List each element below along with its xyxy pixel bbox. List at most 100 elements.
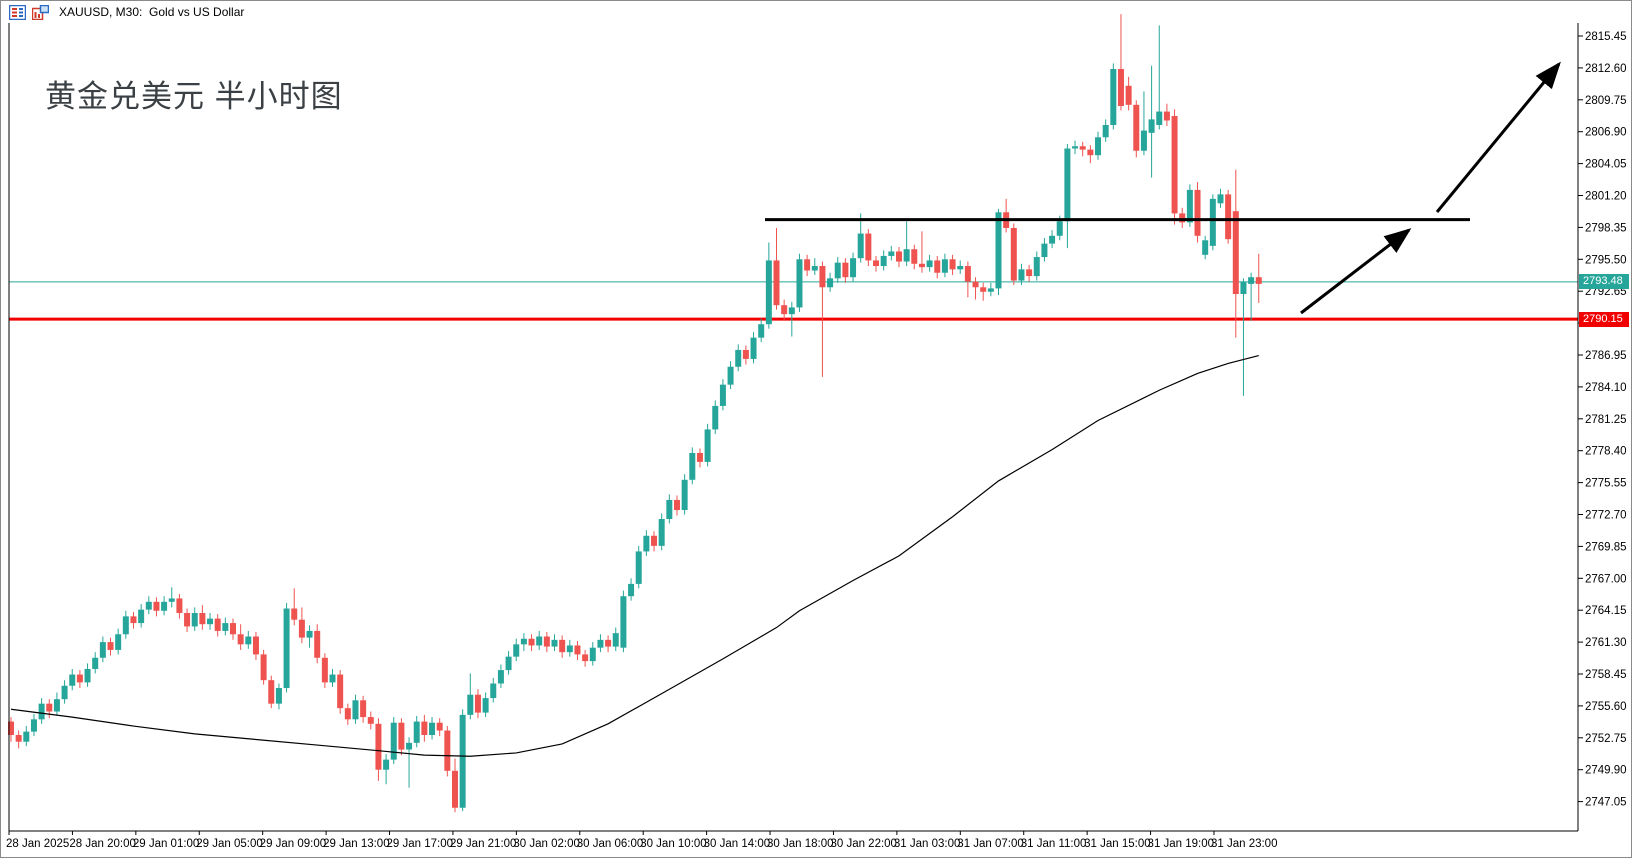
candle-body <box>1140 130 1147 151</box>
candle-body <box>176 598 183 613</box>
candle-body <box>390 722 397 760</box>
candle-body <box>451 770 458 808</box>
y-axis-tick-label: 2747.05 <box>1585 797 1627 809</box>
trend-arrow-large[interactable] <box>1435 61 1561 213</box>
trend-arrow-small[interactable] <box>1300 228 1412 315</box>
candle-body <box>115 634 122 650</box>
candle-body <box>138 609 145 624</box>
candle-body <box>559 639 566 653</box>
candle-body <box>260 654 267 681</box>
candle-body <box>758 324 765 338</box>
candle-body <box>934 260 941 273</box>
candle-body <box>819 266 826 288</box>
candle-body <box>842 262 849 278</box>
candle-body <box>850 258 857 278</box>
candle-body <box>497 670 504 684</box>
candle-body <box>15 735 22 742</box>
support-price-label: 2790.15 <box>1579 311 1629 327</box>
x-axis-tick-label: 31 Jan 03:00 <box>894 838 961 850</box>
candle-body <box>651 535 658 546</box>
y-axis-tick-label: 2815.45 <box>1585 31 1627 43</box>
candle-body <box>229 623 236 635</box>
candle-body <box>727 366 734 385</box>
candle-body <box>781 305 788 315</box>
candle-body <box>23 731 30 742</box>
y-axis-tick-label: 2806.90 <box>1585 127 1627 139</box>
candle-body <box>130 616 137 624</box>
candle-body <box>1179 213 1186 223</box>
candle-body <box>1232 211 1239 294</box>
x-axis-tick-label: 29 Jan 17:00 <box>387 838 454 850</box>
chart-list-icon[interactable] <box>8 4 27 20</box>
x-axis-tick-label: 29 Jan 09:00 <box>260 838 327 850</box>
candle-body <box>406 742 413 750</box>
candle-body <box>352 700 359 720</box>
candle-body <box>827 278 834 288</box>
candle-body <box>298 619 305 638</box>
candle-body <box>1033 257 1040 277</box>
y-axis-tick-label: 2767.00 <box>1585 573 1627 585</box>
candle-body <box>61 685 68 700</box>
candle-body <box>1010 227 1017 281</box>
candle-body <box>107 642 114 650</box>
moving-average[interactable] <box>10 354 1259 757</box>
x-axis-tick-label: 29 Jan 13:00 <box>323 838 390 850</box>
candle-body <box>1202 240 1209 255</box>
candle-body <box>873 260 880 267</box>
candle-body <box>505 656 512 671</box>
x-axis-tick-label: 29 Jan 01:00 <box>133 838 200 850</box>
y-axis-tick-label: 2764.15 <box>1585 605 1627 617</box>
candle-body <box>92 657 99 669</box>
x-axis-tick-label: 29 Jan 21:00 <box>450 838 517 850</box>
candle-body <box>964 266 971 282</box>
candle-body <box>941 259 948 273</box>
x-axis-tick-label: 30 Jan 18:00 <box>767 838 834 850</box>
candle-body <box>459 714 466 808</box>
candle-body <box>436 722 443 731</box>
candle-body <box>834 262 841 279</box>
y-axis-tick-label: 2775.55 <box>1585 478 1627 490</box>
candle-body <box>360 700 367 718</box>
candle-body <box>1110 69 1117 125</box>
annotations-layer[interactable] <box>765 61 1561 315</box>
candle-body <box>972 281 979 288</box>
candle-body <box>1087 149 1094 156</box>
candle-body <box>122 616 129 635</box>
y-axis-tick-label: 2755.60 <box>1585 701 1627 713</box>
candle-body <box>237 634 244 645</box>
price-lines-layer <box>9 281 1578 321</box>
candle-body <box>796 259 803 308</box>
candle-body <box>1056 221 1063 236</box>
candles-layer <box>8 14 1262 813</box>
candle-body <box>482 698 489 713</box>
candle-body <box>291 608 298 620</box>
candle-body <box>84 668 91 683</box>
candle-body <box>153 601 160 611</box>
x-axis-tick-label: 31 Jan 11:00 <box>1021 838 1087 850</box>
x-axis-tick-label: 31 Jan 15:00 <box>1084 838 1151 850</box>
candle-body <box>719 384 726 406</box>
x-axis-tick-label: 30 Jan 02:00 <box>513 838 580 850</box>
chart-title: 黄金兑美元 半小时图 <box>45 79 343 114</box>
x-axis-tick-label: 31 Jan 23:00 <box>1211 838 1278 850</box>
candle-body <box>520 638 527 645</box>
candle-body <box>528 638 535 646</box>
y-axis-tick-label: 2749.90 <box>1585 765 1627 777</box>
candle-body <box>30 719 37 732</box>
candle-body <box>275 687 282 704</box>
x-axis-tick-label: 28 Jan 20:00 <box>69 838 136 850</box>
y-axis-tick-label: 2786.95 <box>1585 350 1627 362</box>
candle-body <box>857 233 864 259</box>
y-axis-tick-label: 2801.20 <box>1585 191 1627 203</box>
candle-body <box>321 657 328 683</box>
candle-body <box>895 251 902 262</box>
candle-body <box>1240 281 1247 294</box>
candle-body <box>1255 277 1262 284</box>
candle-body <box>1117 69 1124 106</box>
candle-body <box>620 596 627 648</box>
window-title: XAUUSD, M30: Gold vs US Dollar <box>59 5 245 19</box>
x-axis-tick-label: 30 Jan 06:00 <box>577 838 644 850</box>
candle-body <box>980 287 987 292</box>
chart-window-icon[interactable] <box>31 4 50 20</box>
